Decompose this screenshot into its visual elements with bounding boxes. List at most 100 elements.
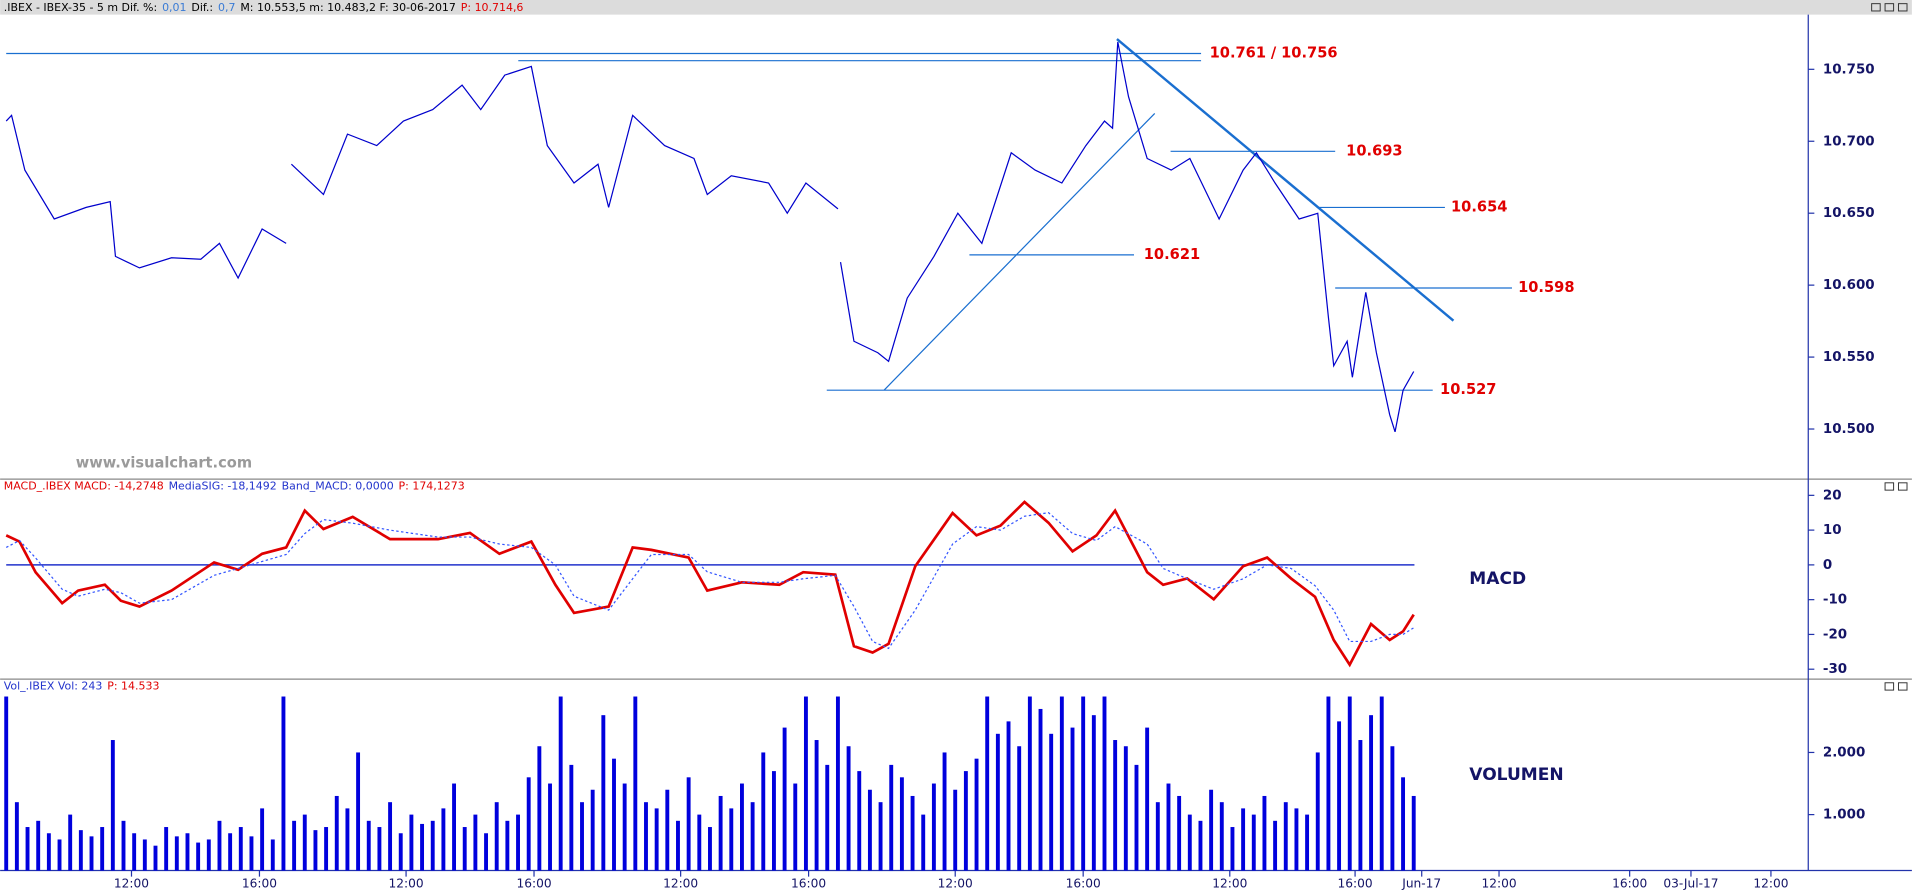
volume-bar xyxy=(750,802,755,871)
volume-bar xyxy=(132,833,137,871)
series-line xyxy=(5,500,1415,668)
volume-bar xyxy=(420,823,425,871)
series-line xyxy=(5,114,287,280)
volume-bar xyxy=(1390,746,1395,871)
volume-bar xyxy=(1049,733,1054,871)
close-button[interactable] xyxy=(1897,682,1908,691)
y-tick-label: 10.700 xyxy=(1823,134,1875,149)
maximize-button[interactable] xyxy=(1884,3,1895,12)
level-value: 10.598 xyxy=(1518,279,1574,296)
volume-bar xyxy=(1262,795,1267,871)
level-value: 10.761 xyxy=(1210,44,1266,61)
volume-bar xyxy=(366,820,371,871)
volume-bar xyxy=(580,802,584,871)
x-tick-label: 12:00 xyxy=(114,876,149,890)
x-tick-label: 03-Jul-17 xyxy=(1663,876,1718,890)
x-tick-label: 16:00 xyxy=(1612,876,1647,890)
volume-bar xyxy=(548,783,552,871)
volume-bar xyxy=(697,814,702,871)
volume-bar xyxy=(793,783,798,871)
volume-bar xyxy=(1145,727,1150,871)
x-tick-label: 16:00 xyxy=(516,876,551,890)
volume-bar xyxy=(963,771,968,871)
volume-bar xyxy=(1315,752,1320,871)
volume-bar xyxy=(771,771,776,871)
volume-bar xyxy=(1305,814,1310,871)
volume-bar xyxy=(1187,814,1192,871)
volume-bar xyxy=(1155,802,1160,871)
panel-label: VOLUMEN xyxy=(1469,765,1563,785)
header-field: P: 10.714,6 xyxy=(461,1,524,14)
volume-bar xyxy=(516,814,520,871)
header-field: 0,7 xyxy=(218,1,235,14)
volume-bar xyxy=(1091,715,1096,871)
volume-bar xyxy=(1369,715,1374,871)
volume-bar xyxy=(324,827,329,871)
y-tick-label: 10.550 xyxy=(1823,350,1875,365)
close-button[interactable] xyxy=(1897,482,1908,491)
volume-bar xyxy=(484,833,488,871)
volume-bar xyxy=(377,827,382,871)
volume-bar xyxy=(1230,827,1235,871)
y-tick-label: 20 xyxy=(1823,488,1842,503)
x-tick-label: 12:00 xyxy=(1753,876,1788,890)
volume-bar xyxy=(441,808,446,871)
close-button[interactable] xyxy=(1897,3,1908,12)
volume-bar xyxy=(1070,727,1075,871)
volume-bar xyxy=(68,814,73,871)
volume-bar xyxy=(878,802,883,871)
volume-bar xyxy=(931,783,936,871)
series-line xyxy=(839,41,1415,433)
header-field: .IBEX - IBEX-35 - 5 m Dif. %: xyxy=(4,1,157,14)
volume-bar xyxy=(121,820,126,871)
volume-bar xyxy=(1134,764,1139,871)
volume-bar xyxy=(164,827,169,871)
x-tick-label: Jun-17 xyxy=(1401,876,1441,890)
x-tick-label: 12:00 xyxy=(389,876,424,890)
volume-bar xyxy=(1411,795,1416,871)
series-line xyxy=(290,65,839,215)
volume-bar xyxy=(1038,708,1043,871)
panel-header: MACD_.IBEX MACD: -14,2748 MediaSIG: -18,1… xyxy=(4,479,465,492)
level-value: 10.756 xyxy=(1281,44,1337,61)
minimize-button[interactable] xyxy=(1871,3,1881,12)
volume-bar xyxy=(1379,696,1384,871)
volume-bar xyxy=(206,839,211,871)
volume-bar xyxy=(899,777,904,871)
volume-bar xyxy=(558,696,563,871)
x-tick-label: 16:00 xyxy=(242,876,277,890)
volume-bar xyxy=(292,820,297,871)
watermark: www.visualchart.com xyxy=(76,454,252,471)
volume-bar xyxy=(1326,696,1331,871)
panel-header-field: P: 14.533 xyxy=(107,679,159,692)
level-label: 10.621 xyxy=(1144,246,1200,263)
maximize-button[interactable] xyxy=(1884,682,1895,691)
volume-bar xyxy=(1337,721,1342,871)
volume-bar xyxy=(345,808,350,871)
volume-bar xyxy=(1102,696,1107,871)
volume-bar xyxy=(153,845,158,871)
volume-bar xyxy=(494,802,499,871)
volume-bar xyxy=(867,789,872,871)
window-buttons[interactable] xyxy=(1871,3,1908,12)
volume-bar xyxy=(825,764,830,871)
volume-bar xyxy=(1081,696,1086,871)
x-tick-label: 16:00 xyxy=(1338,876,1373,890)
volume-bar xyxy=(718,795,723,871)
volume-bar xyxy=(196,842,201,871)
volume-bar xyxy=(89,836,94,871)
volume-bar xyxy=(388,802,393,871)
y-tick-label: -30 xyxy=(1823,662,1847,677)
volume-bar xyxy=(1166,783,1171,871)
x-tick-label: 16:00 xyxy=(1066,876,1101,890)
panel-header: Vol_.IBEX Vol: 243 P: 14.533 xyxy=(4,679,160,692)
maximize-button[interactable] xyxy=(1884,482,1895,491)
volume-bar xyxy=(36,820,41,871)
volume-bar xyxy=(729,808,734,871)
volume-bar xyxy=(910,795,915,871)
level-value: 10.621 xyxy=(1144,246,1200,263)
y-tick-label: 0 xyxy=(1823,558,1832,573)
header: .IBEX - IBEX-35 - 5 m Dif. %: 0,01 Dif.: 0,… xyxy=(4,1,524,14)
volume-bar xyxy=(1006,721,1011,871)
volume-bar xyxy=(100,827,105,871)
